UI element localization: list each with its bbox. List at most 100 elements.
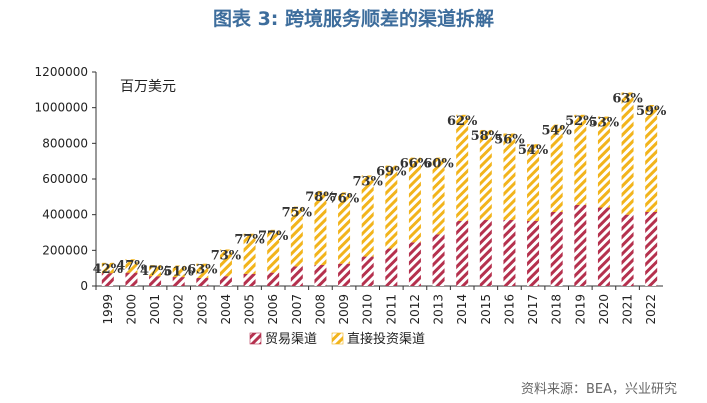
bar-trade xyxy=(621,214,634,286)
pct-data-label: 47% xyxy=(140,264,171,279)
x-tick-label: 2007 xyxy=(290,294,304,325)
bar-trade xyxy=(196,277,209,286)
bar-trade xyxy=(149,276,162,286)
bar-invest xyxy=(314,190,327,265)
pct-data-label: 62% xyxy=(447,114,478,129)
bar-invest xyxy=(149,265,162,277)
bar-invest xyxy=(574,114,587,205)
pct-data-label: 63% xyxy=(187,263,218,278)
bar-trade xyxy=(101,273,114,286)
x-tick-label: 2001 xyxy=(148,294,162,325)
x-tick-label: 2018 xyxy=(550,294,564,325)
bar-trade xyxy=(550,211,563,286)
x-tick-label: 2011 xyxy=(384,294,398,325)
x-tick-label: 2006 xyxy=(266,294,280,325)
pct-data-label: 73% xyxy=(211,248,242,263)
bar-trade xyxy=(456,220,469,286)
x-tick-label: 2003 xyxy=(195,294,209,325)
bar-trade xyxy=(385,248,398,286)
bar-trade xyxy=(597,207,610,286)
pct-data-label: 56% xyxy=(494,133,525,148)
x-tick-label: 2019 xyxy=(573,294,587,325)
pct-data-label: 77% xyxy=(258,229,289,244)
bar-invest xyxy=(219,249,232,277)
x-tick-label: 2009 xyxy=(337,294,351,325)
bar-invest xyxy=(550,124,563,212)
pct-data-label: 47% xyxy=(116,258,147,273)
x-tick-label: 2012 xyxy=(408,294,422,325)
bar-trade xyxy=(243,273,256,286)
x-tick-label: 2002 xyxy=(172,294,186,325)
pct-data-label: 54% xyxy=(518,143,549,158)
pct-data-label: 60% xyxy=(423,157,454,172)
x-tick-label: 2014 xyxy=(455,294,469,325)
pct-data-label: 66% xyxy=(400,157,431,172)
bar-trade xyxy=(503,220,516,286)
bar-invest xyxy=(408,157,421,243)
bar-trade xyxy=(267,272,280,286)
bar-invest xyxy=(645,104,658,212)
bar-invest xyxy=(338,192,351,264)
pct-data-label: 76% xyxy=(329,191,360,206)
bar-invest xyxy=(243,233,256,274)
bar-invest xyxy=(597,116,610,208)
pct-data-label: 63% xyxy=(612,92,643,107)
pct-data-label: 54% xyxy=(541,124,572,139)
pct-data-label: 77% xyxy=(234,233,265,248)
y-tick-label: 1000000 xyxy=(35,101,88,115)
x-tick-label: 2005 xyxy=(243,294,257,325)
x-tick-label: 2000 xyxy=(124,294,138,325)
bar-invest xyxy=(125,259,138,273)
unit-label: 百万美元 xyxy=(120,79,176,95)
bar-invest xyxy=(196,263,209,278)
bar-trade xyxy=(432,234,445,286)
x-tick-label: 2017 xyxy=(526,294,540,325)
bar-trade xyxy=(314,264,327,286)
bar-trade xyxy=(527,220,540,286)
bar-trade xyxy=(338,263,351,286)
pct-data-label: 73% xyxy=(352,174,383,189)
x-tick-label: 2015 xyxy=(479,294,493,325)
bar-trade xyxy=(479,220,492,286)
pct-data-label: 58% xyxy=(471,129,502,144)
x-tick-label: 2021 xyxy=(621,294,635,325)
x-tick-label: 2020 xyxy=(597,294,611,325)
bar-trade xyxy=(361,256,374,286)
bar-trade xyxy=(408,242,421,286)
legend-swatch-trade xyxy=(249,332,262,345)
pct-data-label: 75% xyxy=(282,206,313,221)
x-tick-label: 2022 xyxy=(644,294,658,325)
bar-trade xyxy=(219,276,232,286)
x-tick-label: 2013 xyxy=(432,294,446,325)
pct-data-label: 78% xyxy=(305,190,336,205)
y-tick-label: 200000 xyxy=(42,243,88,257)
legend-swatch-invest xyxy=(331,332,344,345)
y-tick-label: 400000 xyxy=(42,208,88,222)
bar-invest xyxy=(503,133,516,221)
y-tick-label: 0 xyxy=(80,279,88,293)
chart-title: 图表 3: 跨境服务顺差的渠道拆解 xyxy=(212,8,495,30)
x-tick-label: 2008 xyxy=(313,294,327,325)
y-tick-label: 600000 xyxy=(42,172,88,186)
bar-invest xyxy=(456,114,469,221)
y-tick-label: 800000 xyxy=(42,136,88,150)
legend-label-invest: 直接投资渠道 xyxy=(347,331,425,347)
y-tick-label: 1200000 xyxy=(35,65,88,79)
bar-trade xyxy=(574,204,587,286)
x-tick-label: 1999 xyxy=(101,294,115,325)
bar-trade xyxy=(645,211,658,286)
x-tick-label: 2004 xyxy=(219,294,233,325)
x-tick-label: 2010 xyxy=(361,294,375,325)
bar-invest xyxy=(172,265,185,278)
pct-data-label: 52% xyxy=(565,114,596,129)
bar-invest xyxy=(527,144,540,221)
pct-data-label: 53% xyxy=(589,116,620,131)
pct-data-label: 69% xyxy=(376,165,407,180)
source-note: 资料来源：BEA，兴业研究 xyxy=(520,382,677,397)
bar-trade xyxy=(290,266,303,286)
pct-data-label: 51% xyxy=(163,264,194,279)
bar-invest xyxy=(432,157,445,235)
bar-invest xyxy=(361,175,374,257)
bar-invest xyxy=(101,262,114,274)
